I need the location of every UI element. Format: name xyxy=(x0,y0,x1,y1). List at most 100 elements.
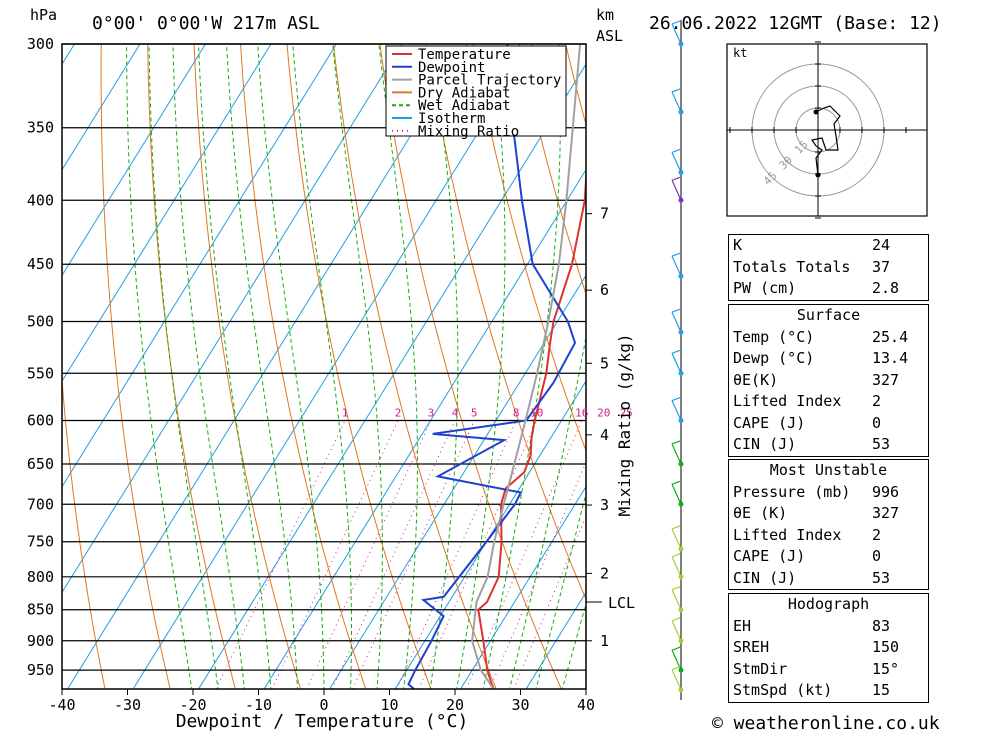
mixing-ratio-line xyxy=(396,420,517,689)
isotherm-line xyxy=(62,44,141,171)
legend-entry: Dewpoint xyxy=(418,60,485,76)
wind-barb-flag xyxy=(671,617,681,622)
surface-value: 327 xyxy=(872,370,900,389)
wind-barb xyxy=(671,353,682,374)
wind-barb xyxy=(671,400,682,421)
mixing-ratio-label: 5 xyxy=(471,407,478,420)
height-unit-label: km xyxy=(596,6,614,24)
mu-label: θE (K) xyxy=(733,504,788,522)
index-row-totals: Totals Totals 37 xyxy=(729,257,928,279)
wind-barb xyxy=(671,23,682,45)
index-label: PW (cm) xyxy=(733,279,797,297)
surface-value: 25.4 xyxy=(872,327,909,346)
mixing-ratio-label: 8 xyxy=(513,407,520,420)
hodograph-indices-title: Hodograph xyxy=(787,595,870,613)
series-line-dewpoint xyxy=(407,44,577,689)
wet-adiabat-line xyxy=(198,44,272,689)
index-value: 24 xyxy=(872,236,891,254)
mixing-ratio-label: 10 xyxy=(530,407,543,420)
isotherm-line xyxy=(197,63,586,689)
wind-barb xyxy=(671,484,682,505)
series-line-parcel-trajectory xyxy=(471,44,582,689)
surface-value: 0 xyxy=(872,413,882,432)
km-tick-label: 6 xyxy=(600,281,609,299)
wind-barb xyxy=(671,620,682,642)
height-asl-label: ASL xyxy=(596,27,623,45)
wet-adiabat-line xyxy=(292,44,352,689)
wind-barb-flag xyxy=(671,666,681,671)
km-tick-label: 5 xyxy=(600,354,609,372)
wind-barb xyxy=(671,180,682,201)
pressure-unit-label: hPa xyxy=(30,6,57,24)
index-value: 37 xyxy=(872,257,891,276)
hodo-value: 83 xyxy=(872,616,891,635)
wind-barb xyxy=(671,255,682,277)
dry-adiabat-line xyxy=(929,26,1000,725)
hodo-label: StmDir xyxy=(733,659,788,678)
mu-value: 996 xyxy=(872,482,900,501)
mu-label: Pressure (mb) xyxy=(733,482,851,501)
surface-label: θE(K) xyxy=(733,370,779,389)
surface-value: 53 xyxy=(872,435,891,453)
wind-barb xyxy=(671,528,682,550)
dry-adiabat-line xyxy=(100,44,171,689)
km-tick-label: 7 xyxy=(600,205,609,223)
surface-label: CIN (J) xyxy=(733,435,797,453)
wet-adiabat-line xyxy=(172,44,245,689)
pressure-tick-label: 700 xyxy=(27,495,54,513)
wind-barb-flag xyxy=(671,176,681,181)
km-tick-label: 1 xyxy=(600,632,609,650)
mixing-ratio-label: 20 xyxy=(597,407,610,420)
pressure-tick-label: 900 xyxy=(27,632,54,650)
isotherm-line xyxy=(132,44,534,689)
pressure-tick-label: 300 xyxy=(27,35,54,53)
datetime-title: 26.06.2022 12GMT (Base: 12) xyxy=(649,13,942,34)
surface-value: 13.4 xyxy=(872,349,909,367)
wet-adiabat-line xyxy=(429,44,459,689)
wind-barb-flag xyxy=(671,525,681,530)
isotherm-line xyxy=(66,44,468,689)
index-label: Totals Totals xyxy=(733,257,851,276)
km-tick-label: 2 xyxy=(600,564,609,582)
pressure-tick-label: 450 xyxy=(27,255,54,273)
mu-value: 327 xyxy=(872,504,900,522)
wind-barb xyxy=(671,589,682,610)
x-tick-label: -30 xyxy=(114,696,141,714)
most-unstable-table: Most Unstable Pressure (mb) 996 θE (K) 327… xyxy=(728,459,929,590)
wind-barb-flag xyxy=(671,553,681,558)
surface-table: Surface Temp (°C) 25.4 Dewp (°C) 13.4 θE(K… xyxy=(728,304,929,457)
legend-entry: Temperature xyxy=(418,47,511,63)
wet-adiabat-line xyxy=(148,44,219,689)
mu-label: CAPE (J) xyxy=(733,547,806,565)
hodo-value: 15 xyxy=(872,681,891,699)
isotherm-line xyxy=(0,44,9,698)
mixing-ratio-line xyxy=(351,420,475,689)
hodo-label: StmSpd (kt) xyxy=(733,681,833,699)
pressure-tick-label: 350 xyxy=(27,119,54,137)
pressure-tick-label: 800 xyxy=(27,568,54,586)
location-title: 0°00' 0°00'W 217m ASL xyxy=(92,13,320,34)
pressure-tick-label: 600 xyxy=(27,412,54,430)
wind-barb xyxy=(671,152,682,173)
mixing-ratio-line xyxy=(513,515,586,689)
x-tick-label: 0 xyxy=(319,696,328,714)
surface-title: Surface xyxy=(796,306,861,324)
mixing-ratio-label: 25 xyxy=(620,407,633,420)
legend-entry: Parcel Trajectory xyxy=(418,73,561,89)
wind-barb-flag xyxy=(671,646,681,651)
wet-adiabat-line xyxy=(126,44,193,689)
legend-box xyxy=(385,45,567,137)
mixing-ratio-label: 2 xyxy=(395,407,402,420)
isotherm-line xyxy=(62,44,272,383)
mixing-ratio-label: 16 xyxy=(575,407,588,420)
surface-label: Temp (°C) xyxy=(733,327,815,346)
series-line-temperature xyxy=(477,163,586,689)
dry-adiabat-line xyxy=(379,44,562,689)
mu-value: 2 xyxy=(872,525,882,544)
mixing-ratio-label: 1 xyxy=(342,407,349,420)
legend-entry: Isotherm xyxy=(418,111,485,127)
wind-barb-flag xyxy=(671,396,681,402)
mixing-ratio-line xyxy=(418,420,538,689)
wind-barb-flag xyxy=(671,308,681,313)
